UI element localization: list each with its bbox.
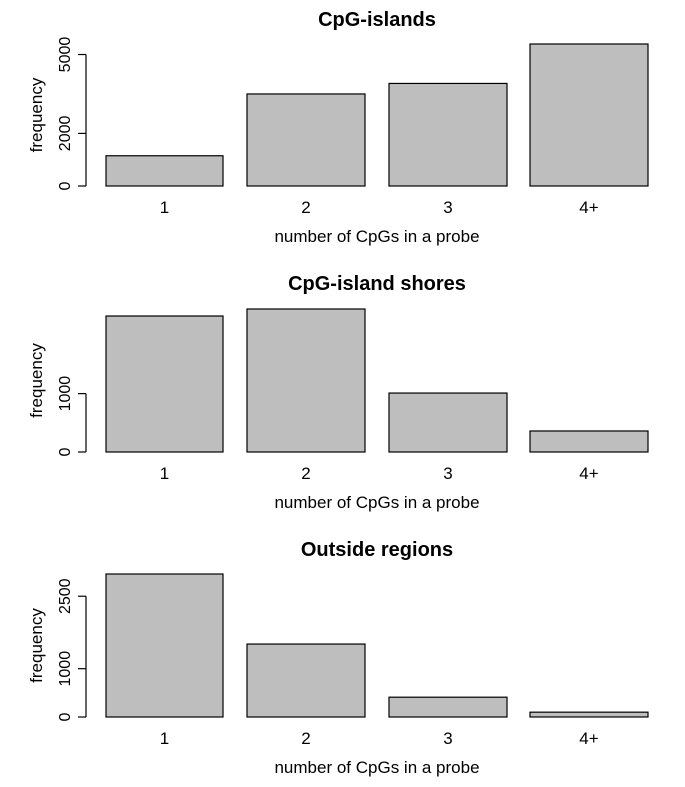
bar: [105, 573, 224, 718]
x-tick-label: 2: [301, 464, 310, 483]
x-tick-label: 1: [160, 464, 169, 483]
bar: [105, 315, 224, 453]
bar: [246, 93, 366, 187]
y-tick-label: 0: [57, 447, 74, 456]
x-axis-label: number of CpGs in a probe: [274, 758, 479, 777]
x-tick-label: 2: [301, 198, 310, 217]
x-tick-label: 3: [443, 729, 452, 748]
y-axis-label: frequency: [27, 77, 46, 152]
bar: [529, 430, 649, 453]
x-tick-label: 1: [160, 729, 169, 748]
y-tick-label: 0: [57, 712, 74, 721]
x-tick-label: 1: [160, 198, 169, 217]
y-tick-label: 1000: [57, 651, 74, 687]
y-axis-label: frequency: [27, 343, 46, 418]
bar: [388, 82, 508, 187]
y-tick-label: 2000: [57, 116, 74, 152]
chart-title: CpG-island shores: [288, 273, 466, 295]
y-tick-label: 5000: [57, 37, 74, 73]
x-tick-label: 2: [301, 729, 310, 748]
x-tick-label: 3: [443, 464, 452, 483]
x-axis-label: number of CpGs in a probe: [274, 227, 479, 246]
x-tick-label: 4+: [579, 198, 598, 217]
y-tick-label: 0: [57, 181, 74, 190]
x-axis-label: number of CpGs in a probe: [274, 493, 479, 512]
y-tick-label: 2500: [57, 578, 74, 614]
chart-title: Outside regions: [301, 539, 453, 561]
bar: [105, 155, 224, 187]
bar: [246, 643, 366, 718]
bar: [529, 43, 649, 187]
x-tick-label: 4+: [579, 464, 598, 483]
x-tick-label: 3: [443, 198, 452, 217]
bar: [246, 308, 366, 453]
y-tick-label: 1000: [57, 376, 74, 412]
bar: [388, 392, 508, 453]
y-axis-label: frequency: [27, 608, 46, 683]
x-tick-label: 4+: [579, 729, 598, 748]
bar: [529, 711, 649, 718]
bar: [388, 696, 508, 718]
chart-title: CpG-islands: [318, 9, 436, 31]
